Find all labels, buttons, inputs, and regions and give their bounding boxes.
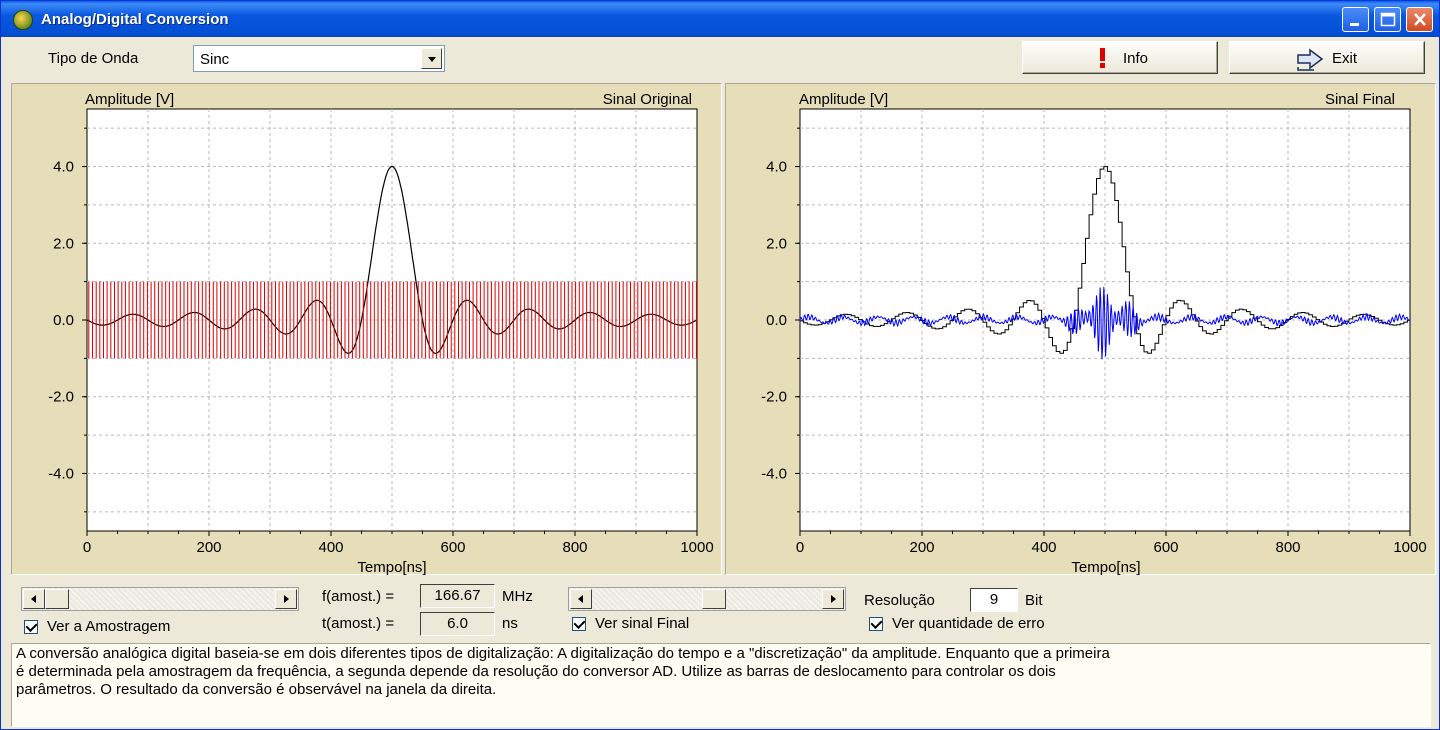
sample-time-value: 6.0 <box>420 612 495 636</box>
close-button[interactable] <box>1406 7 1433 32</box>
close-icon <box>1414 13 1426 26</box>
right-error-line <box>799 286 1411 360</box>
scroll-right-icon[interactable] <box>822 589 844 609</box>
minimize-button[interactable] <box>1342 7 1369 32</box>
maximize-icon <box>1380 12 1396 27</box>
right-y-tick-label: -2.0 <box>761 389 787 406</box>
sample-freq-label: f(amost.) = <box>322 588 395 605</box>
maximize-button[interactable] <box>1374 7 1401 32</box>
sample-time-label: t(amost.) = <box>322 615 395 632</box>
final-signal-panel: Amplitude [V] Sinal Final 0 200 400 600 800 1… <box>725 83 1436 576</box>
info-button-label: Info <box>1123 50 1149 67</box>
minimize-icon <box>1350 23 1359 26</box>
right-x-tick-label: 200 <box>909 539 934 556</box>
right-chart-title: Sinal Final <box>1325 91 1395 108</box>
right-y-tick-label: -4.0 <box>761 465 787 482</box>
sampling-rate-thumb[interactable] <box>45 589 69 609</box>
resolution-thumb[interactable] <box>702 589 727 609</box>
left-y-tick-label: 4.0 <box>53 159 74 176</box>
wave-type-value: Sinc <box>200 51 230 68</box>
right-final-signal-line <box>800 166 1410 354</box>
show-error-checkbox[interactable] <box>869 617 883 631</box>
left-x-tick-label: 1000 <box>680 539 713 556</box>
left-x-tick-label: 800 <box>562 539 587 556</box>
left-x-tick-label: 600 <box>440 539 465 556</box>
left-y-tick-label: -4.0 <box>48 465 74 482</box>
right-chart-xlabel: Tempo[ns] <box>1071 559 1140 576</box>
show-final-label: Ver sinal Final <box>595 615 690 632</box>
right-x-tick-label: 0 <box>796 539 804 556</box>
left-chart-ylabel: Amplitude [V] <box>85 91 174 108</box>
original-signal-panel: Amplitude [V] Sinal Original 0 200 400 600 8… <box>11 83 722 576</box>
show-final-checkbox[interactable] <box>572 617 586 631</box>
exit-button-label: Exit <box>1332 50 1358 67</box>
resolution-scrollbar[interactable] <box>568 587 846 611</box>
left-x-tick-label: 400 <box>318 539 343 556</box>
show-sampling-checkbox[interactable] <box>24 620 38 634</box>
show-sampling-label: Ver a Amostragem <box>47 618 171 635</box>
left-x-tick-label: 0 <box>83 539 91 556</box>
right-y-tick-label: 4.0 <box>766 159 787 176</box>
window-title: Analog/Digital Conversion <box>41 11 229 28</box>
right-x-tick-label: 400 <box>1031 539 1056 556</box>
sampling-rate-scrollbar[interactable] <box>21 587 299 611</box>
right-y-tick-label: 2.0 <box>766 235 787 252</box>
left-y-tick-label: -2.0 <box>48 389 74 406</box>
scroll-left-icon[interactable] <box>23 589 45 609</box>
sample-freq-value: 166.67 <box>420 584 495 608</box>
left-sampling-pulses <box>88 281 697 359</box>
right-x-tick-label: 600 <box>1153 539 1178 556</box>
resolution-label: Resolução <box>864 592 935 609</box>
chevron-down-icon[interactable] <box>421 48 442 69</box>
title-bar[interactable]: Analog/Digital Conversion <box>1 1 1439 37</box>
show-error-label: Ver quantidade de erro <box>892 615 1045 632</box>
wave-type-label: Tipo de Onda <box>48 50 139 67</box>
scroll-right-icon[interactable] <box>275 589 297 609</box>
app-icon <box>13 10 33 30</box>
final-signal-chart: Amplitude [V] Sinal Final 0 200 400 600 800 1… <box>761 91 1427 576</box>
scroll-left-icon[interactable] <box>570 589 592 609</box>
left-signal-line <box>86 165 698 354</box>
sample-time-unit: ns <box>502 615 518 632</box>
info-button[interactable]: Info <box>1022 41 1218 74</box>
left-chart-xlabel: Tempo[ns] <box>357 559 426 576</box>
description-text: A conversão analógica digital baseia-se … <box>11 643 1431 727</box>
resolution-unit: Bit <box>1025 592 1043 609</box>
resolution-value: 9 <box>970 588 1018 612</box>
left-y-tick-label: 2.0 <box>53 235 74 252</box>
left-y-tick-label: 0.0 <box>53 312 74 329</box>
wave-type-select[interactable]: Sinc <box>193 45 445 72</box>
right-x-tick-label: 800 <box>1275 539 1300 556</box>
exclamation-icon <box>1100 48 1105 68</box>
right-y-tick-label: 0.0 <box>766 312 787 329</box>
original-signal-chart: Amplitude [V] Sinal Original 0 200 400 600 8… <box>48 91 714 576</box>
left-x-tick-label: 200 <box>196 539 221 556</box>
sample-freq-unit: MHz <box>502 588 533 605</box>
exit-door-icon <box>1297 48 1324 71</box>
right-chart-ylabel: Amplitude [V] <box>799 91 888 108</box>
right-x-tick-label: 1000 <box>1393 539 1426 556</box>
exit-button[interactable]: Exit <box>1229 41 1425 74</box>
left-chart-title: Sinal Original <box>603 91 692 108</box>
